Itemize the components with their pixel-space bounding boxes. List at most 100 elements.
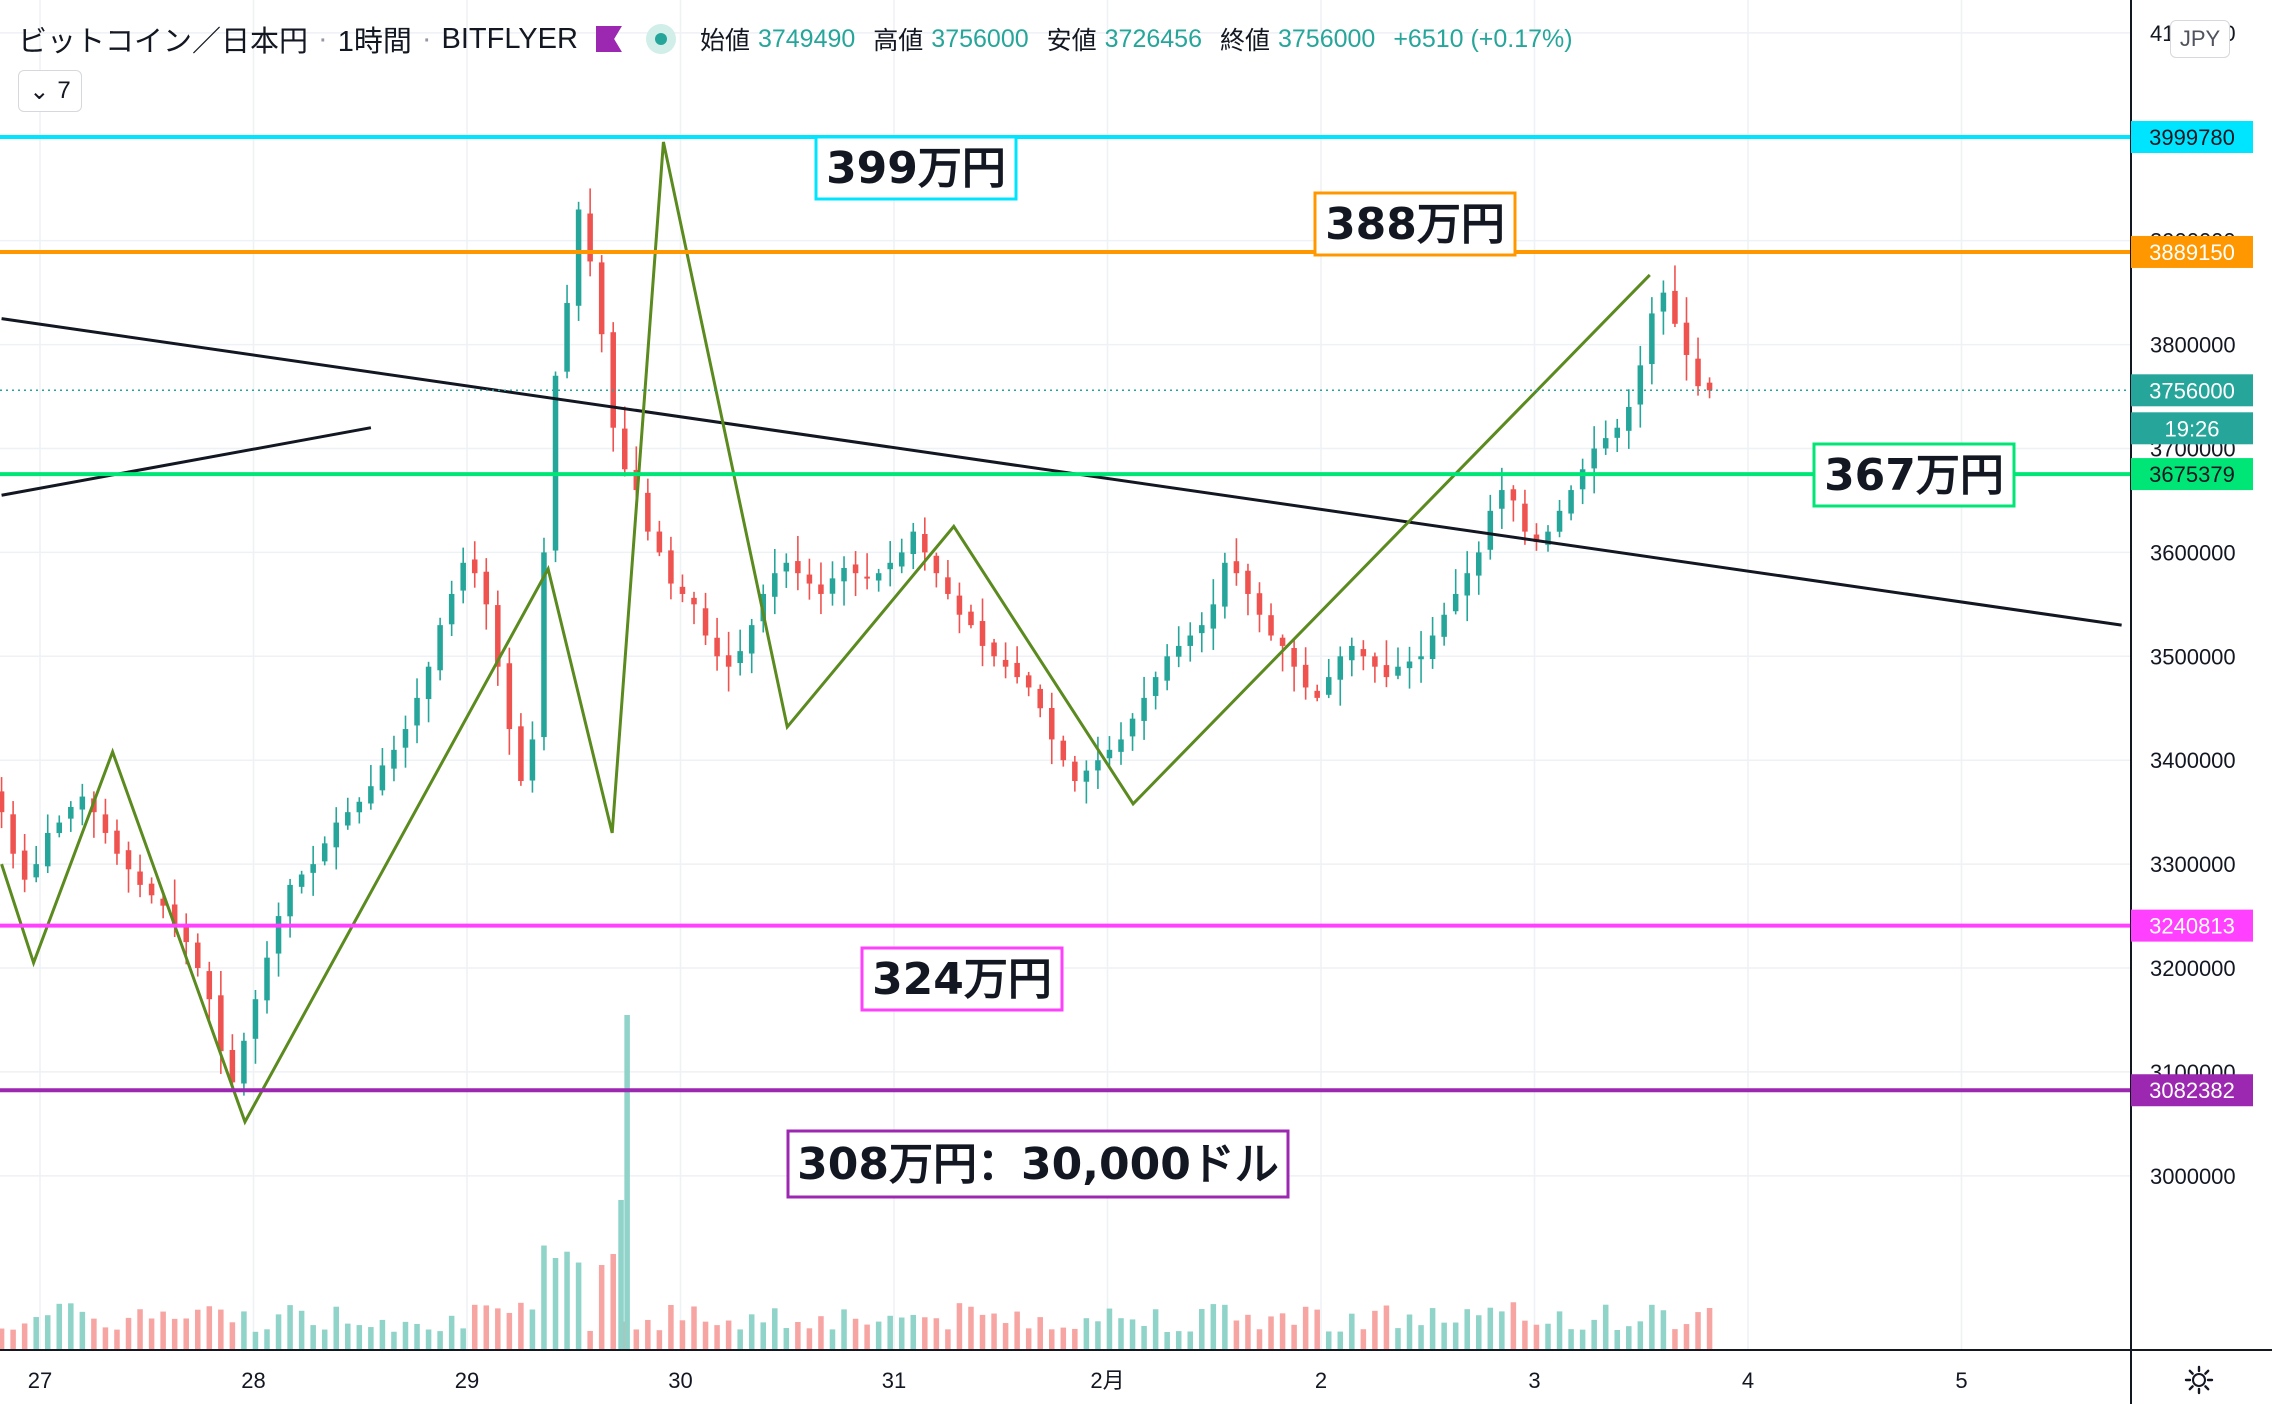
candle-body (1568, 490, 1574, 514)
zigzag-line (0, 141, 1651, 1126)
candle-body (1337, 656, 1344, 680)
volume-bar (448, 1315, 455, 1350)
candle-body (864, 576, 870, 579)
volume-bar (1545, 1323, 1551, 1350)
candle-body (1210, 604, 1217, 629)
level-price-label: 3675379 (2149, 462, 2235, 487)
level-annotation-text: 399万円 (826, 143, 1006, 194)
candle-body (575, 209, 582, 306)
volume-bar (887, 1315, 893, 1350)
currency-button[interactable]: JPY (2170, 20, 2230, 58)
candle-body (1706, 382, 1713, 391)
candles (0, 188, 1713, 1096)
volume-bar (379, 1319, 386, 1350)
candle-body (1279, 637, 1286, 646)
volume-bar (922, 1317, 928, 1350)
volume-bar (1025, 1328, 1032, 1350)
candle-body (1591, 448, 1597, 469)
price-tick-label: 3200000 (2150, 956, 2236, 981)
volume-bar (518, 1302, 524, 1350)
volume-bar (252, 1331, 259, 1350)
candle-body (448, 593, 455, 625)
price-axis[interactable]: 3000000310000032000003300000340000035000… (2130, 0, 2253, 1404)
symbol-name[interactable]: ビットコイン／日本円 (18, 26, 309, 58)
candle-body (1072, 761, 1078, 781)
volume-bar (1360, 1329, 1367, 1350)
volume-bar (1660, 1310, 1667, 1350)
candle-body (1476, 552, 1482, 576)
candle-body (310, 864, 316, 873)
candle-body (495, 605, 501, 667)
candle-body (1452, 593, 1459, 612)
volume-bar (356, 1325, 363, 1350)
candle-body (1325, 677, 1332, 695)
time-axis[interactable]: 27 28 29 30 31 2月 2 3 4 5 (0, 1349, 2272, 1393)
candle-body (1602, 438, 1609, 449)
volume-bar (1406, 1314, 1413, 1350)
volume-bar (979, 1314, 986, 1350)
candle-body (829, 578, 836, 594)
level-price-badge (2131, 909, 2253, 942)
candle-body (44, 832, 51, 867)
candle-body (391, 749, 397, 769)
level-price-label: 3082382 (2149, 1078, 2235, 1103)
volume-bar (783, 1328, 790, 1350)
close-label: 終値 (1219, 27, 1270, 55)
candle-body (102, 814, 109, 833)
volume-bar (183, 1318, 189, 1350)
candle-body (206, 971, 213, 1000)
volume-bar (1002, 1323, 1009, 1350)
collapse-indicators-button[interactable]: ⌄ 7 (18, 70, 82, 112)
volume-bar (1372, 1310, 1378, 1350)
candle-body (1672, 290, 1678, 324)
price-tick-label: 3400000 (2150, 748, 2236, 773)
level-annotation-box (1812, 442, 2016, 508)
volume-bar (195, 1309, 201, 1350)
time-tick-label: 3 (1528, 1368, 1540, 1393)
exchange[interactable]: BITFLYER (441, 22, 578, 55)
candle-body (818, 584, 824, 594)
volume-bar (10, 1329, 16, 1350)
volume-bar (137, 1309, 143, 1350)
chevron-down-icon: ⌄ (29, 77, 50, 105)
candle-body (1383, 665, 1390, 678)
volume-bar (1302, 1306, 1309, 1350)
volume-bar (1141, 1325, 1147, 1350)
interval[interactable]: 1時間 (337, 26, 412, 58)
price-tick-label: 3600000 (2150, 540, 2236, 565)
volume-bar (1325, 1331, 1332, 1350)
high-value: 3756000 (931, 24, 1029, 53)
candle-body (1014, 662, 1020, 678)
flag-icon[interactable] (595, 26, 622, 52)
level-price-badge (2131, 1074, 2253, 1107)
volume-bar (44, 1315, 51, 1350)
candle-body (21, 850, 28, 880)
candle-body (460, 562, 466, 591)
volume-bar (656, 1330, 663, 1350)
time-tick-label: 4 (1742, 1368, 1754, 1393)
volume-bar (368, 1327, 374, 1350)
volume-bar (1452, 1322, 1459, 1350)
candle-body (10, 814, 16, 854)
candle-body (1175, 645, 1182, 657)
level-annotation-text: 388万円 (1325, 199, 1505, 250)
volume-bar (633, 1329, 640, 1350)
annotations: 399万円 388万円 367万円 324万円 308万円：30,000ドル (786, 135, 2016, 1199)
candle-body (229, 1049, 236, 1083)
time-tick-label: 30 (668, 1368, 692, 1393)
volume-bar (864, 1324, 870, 1350)
volume-bar (1175, 1331, 1182, 1350)
level-annotation-text: 324万円 (872, 954, 1052, 1005)
candle-body (1579, 469, 1586, 490)
gear-icon[interactable] (2183, 1364, 2215, 1396)
candle-body (402, 729, 409, 748)
candle-body (275, 916, 282, 954)
volume-bar (598, 1265, 605, 1350)
trendline (1, 317, 2122, 627)
volume-bar (1510, 1302, 1517, 1350)
candle-body (183, 926, 189, 943)
volume-bar (1152, 1309, 1159, 1350)
last-price-label: 3756000 (2149, 378, 2235, 403)
candle-body (1025, 675, 1032, 688)
